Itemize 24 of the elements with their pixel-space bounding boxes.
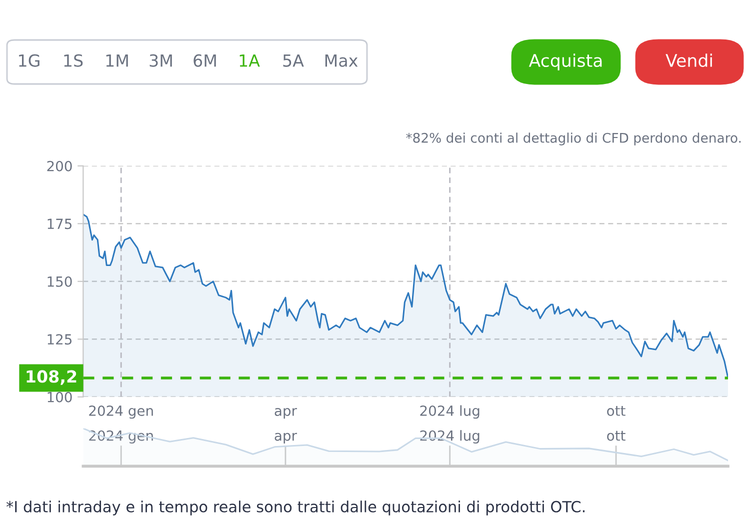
text: 3M: [150, 54, 172, 67]
x-tick-label: apr: [274, 432, 297, 444]
x-tick-label: ott: [607, 430, 626, 441]
y-tick-label: 175: [48, 218, 72, 230]
x-tick-label: apr: [274, 408, 297, 419]
text: 6M: [194, 54, 216, 67]
text: 1M: [106, 54, 128, 67]
y-tick-label: 125: [48, 334, 72, 345]
y-tick-label: 200: [47, 160, 72, 172]
text: Max: [325, 54, 358, 67]
text: 1A: [240, 54, 260, 67]
x-tick-label: 2024 lug: [420, 405, 480, 419]
text: 1G: [19, 54, 40, 67]
text: *I dati intraday e in tempo reale sono tratti dalle quotazioni di prodotti OTC.: [6, 500, 585, 516]
ref-line-label: 108,2: [26, 370, 76, 385]
text: 1S: [64, 54, 83, 67]
x-tick-label: ott: [607, 406, 626, 416]
text: Vendi: [666, 54, 712, 68]
text: *82% dei conti al dettaglio di CFD perdono denaro.: [406, 132, 741, 146]
text: Acquista: [528, 54, 602, 70]
y-tick-label: 150: [48, 276, 72, 287]
y-tick-label: 100: [48, 392, 72, 402]
text: 5A: [283, 54, 304, 67]
x-tick-label: 2024 gen: [89, 405, 153, 419]
